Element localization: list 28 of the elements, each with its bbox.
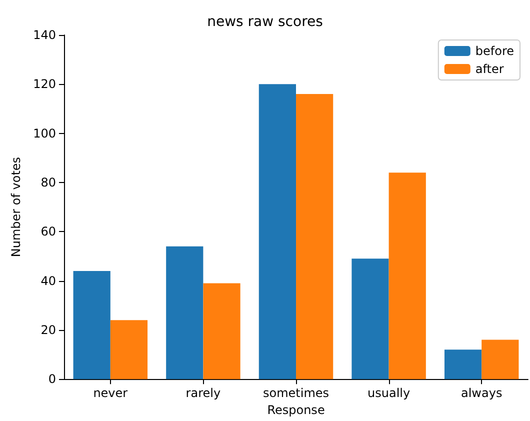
x-tick-label: never: [93, 386, 128, 400]
legend-label: before: [475, 44, 514, 58]
y-tick-label: 60: [40, 224, 56, 239]
y-tick-label: 100: [33, 126, 56, 140]
bar: [73, 270, 110, 380]
x-tick-label: rarely: [186, 386, 221, 400]
bar: [110, 320, 148, 380]
x-axis-title: Response: [267, 403, 325, 417]
legend-label: after: [475, 62, 504, 76]
y-tick-label: 120: [33, 77, 56, 92]
bar: [482, 340, 519, 380]
x-tick-label: usually: [368, 386, 410, 400]
bar: [296, 94, 334, 380]
x-tick-label: always: [460, 386, 502, 400]
chart-title: news raw scores: [207, 14, 323, 30]
y-tick-label: 20: [40, 322, 56, 337]
bar: [444, 350, 482, 380]
y-tick-label: 140: [33, 28, 56, 42]
x-tick-label: sometimes: [262, 386, 330, 400]
bar: [258, 84, 296, 380]
y-tick-label: 0: [48, 372, 56, 386]
bar: [203, 283, 240, 380]
y-axis-title: Number of votes: [9, 156, 24, 258]
bar: [166, 246, 204, 380]
y-tick-label: 40: [40, 274, 56, 288]
bar: [388, 172, 426, 380]
bar: [352, 258, 389, 380]
y-tick-label: 80: [40, 175, 56, 190]
